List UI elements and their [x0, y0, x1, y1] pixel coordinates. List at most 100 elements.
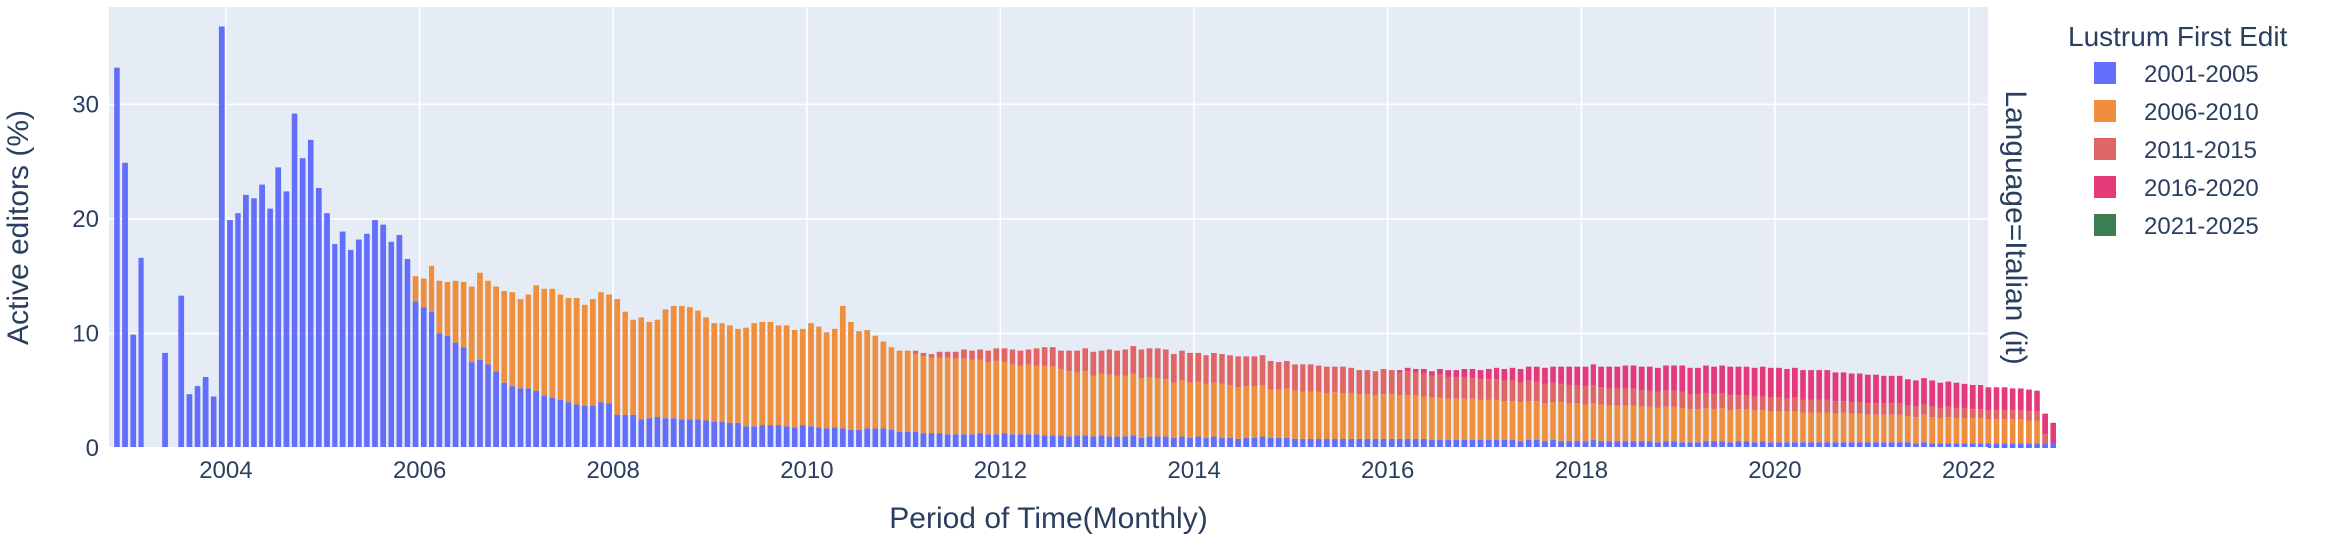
bar-segment	[839, 428, 846, 448]
bar-segment	[549, 397, 556, 448]
bar-segment	[1251, 356, 1258, 387]
x-tick-label: 2004	[199, 457, 252, 484]
bar-segment	[428, 311, 435, 448]
bar-segment	[1372, 371, 1379, 396]
bar-segment	[1929, 406, 1936, 418]
bar-segment	[1114, 375, 1121, 437]
bar-segment	[1808, 399, 1814, 413]
bar-segment	[1437, 439, 1443, 448]
bar-segment	[1082, 371, 1088, 436]
bar-segment	[1695, 409, 1701, 443]
bar-segment	[598, 292, 604, 403]
bar-segment	[1300, 364, 1306, 392]
x-tick-label: 2016	[1361, 457, 1414, 484]
bar-segment	[324, 213, 330, 448]
bar-segment	[1816, 370, 1822, 400]
bar-segment	[1203, 437, 1209, 448]
bar-segment	[622, 311, 628, 415]
bar-segment	[468, 286, 475, 363]
bar-segment	[581, 304, 588, 406]
bar-segment	[1945, 381, 1952, 407]
bar-segment	[993, 360, 1000, 435]
bar-segment	[686, 419, 693, 448]
bar-segment	[581, 405, 588, 448]
bar-segment	[2026, 443, 2032, 448]
bar-segment	[1961, 443, 1968, 448]
bar-segment	[130, 334, 137, 448]
bar-segment	[1380, 438, 1387, 448]
bar-segment	[412, 301, 419, 448]
bar-segment	[1453, 370, 1460, 377]
bar-segment	[686, 307, 693, 420]
bar-segment	[1719, 441, 1725, 448]
bar-segment	[622, 414, 628, 448]
bar-segment	[1977, 418, 1984, 444]
bar-segment	[1808, 442, 1814, 448]
bar-segment	[1679, 442, 1686, 448]
bar-segment	[759, 425, 766, 448]
bar-segment	[944, 351, 951, 358]
bar-segment	[1122, 375, 1129, 437]
bar-segment	[1525, 401, 1532, 440]
bar-segment	[186, 394, 193, 448]
x-axis-title: Period of Time(Monthly)	[889, 502, 1207, 535]
bar-segment	[1873, 442, 1879, 448]
bar-segment	[1598, 387, 1605, 405]
bar-segment	[307, 139, 314, 448]
bar-segment	[1259, 355, 1266, 385]
bar-segment	[509, 386, 516, 448]
bar-segment	[1864, 374, 1871, 404]
bar-segment	[1179, 350, 1185, 381]
bar-segment	[1429, 397, 1435, 440]
bar-segment	[122, 162, 128, 449]
bar-segment	[1307, 391, 1314, 439]
bar-segment	[1888, 403, 1895, 415]
bar-segment	[1695, 442, 1701, 448]
bar-segment	[1929, 417, 1936, 444]
bar-segment	[388, 241, 395, 448]
bar-segment	[1630, 388, 1637, 406]
bar-segment	[1663, 390, 1669, 407]
bar-segment	[1501, 401, 1508, 440]
bar-segment	[1735, 409, 1742, 442]
bar-segment	[1961, 383, 1968, 408]
bar-segment	[1558, 441, 1564, 448]
bar-segment	[1647, 406, 1653, 442]
bar-segment	[670, 418, 677, 448]
bar-segment	[1848, 402, 1855, 414]
bar-segment	[808, 426, 814, 448]
bar-segment	[848, 322, 854, 430]
bar-segment	[1170, 382, 1177, 438]
bar-segment	[1808, 370, 1814, 400]
bar-segment	[896, 431, 903, 448]
bar-segment	[1267, 389, 1274, 438]
bar-segment	[1784, 368, 1790, 399]
bar-segment	[1792, 367, 1798, 398]
bar-segment	[2026, 411, 2032, 421]
bar-segment	[364, 233, 370, 448]
bar-segment	[1509, 380, 1516, 402]
bar-segment	[1219, 354, 1225, 384]
bar-segment	[404, 259, 411, 448]
bar-segment	[355, 239, 362, 448]
bar-segment	[1759, 366, 1766, 397]
bar-segment	[396, 234, 403, 448]
bar-segment	[1913, 380, 1919, 407]
bar-segment	[1187, 382, 1193, 438]
bar-segment	[1429, 439, 1435, 448]
bar-segment	[606, 403, 612, 448]
bar-segment	[1832, 413, 1839, 443]
bar-segment	[493, 371, 499, 448]
bar-segment	[275, 167, 282, 448]
bar-segment	[1267, 437, 1274, 448]
bar-segment	[1429, 375, 1435, 398]
bar-segment	[1461, 368, 1468, 377]
bar-segment	[2017, 443, 2024, 448]
bar-segment	[961, 358, 967, 435]
legend-label: 2016-2020	[2144, 175, 2259, 202]
bar-segment	[727, 422, 733, 448]
bar-segment	[928, 433, 935, 448]
bar-segment	[2034, 443, 2040, 448]
bar-segment	[1525, 366, 1532, 381]
bar-segment	[1170, 437, 1177, 448]
